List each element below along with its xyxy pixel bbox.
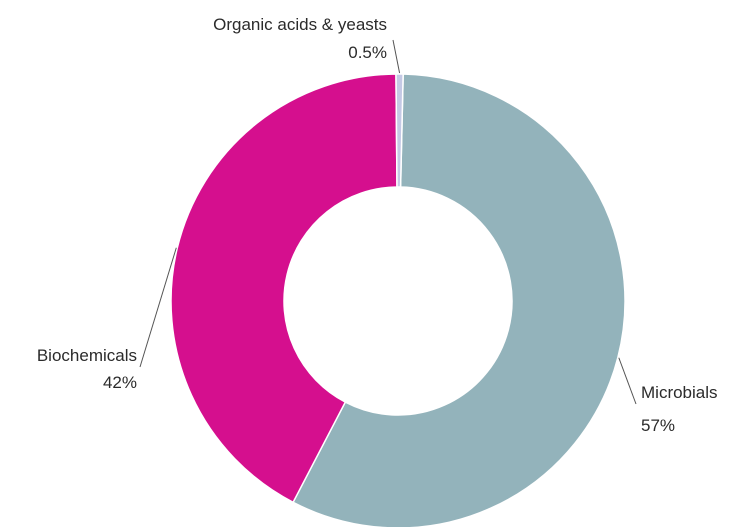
- leader-line-biochemicals: [139, 247, 177, 368]
- leader-line-microbials: [618, 357, 637, 405]
- value-label-biochemicals: 42%: [103, 373, 137, 392]
- donut-slices: [170, 73, 626, 527]
- slice-biochemicals: [170, 73, 398, 504]
- slice-organic-acids-yeasts: [395, 73, 404, 188]
- slice-label-biochemicals: Biochemicals 42%: [37, 346, 137, 392]
- leader-lines: [139, 39, 637, 405]
- slice-label-organic-acids: Organic acids & yeasts 0.5%: [213, 15, 387, 62]
- category-label-biochemicals: Biochemicals: [37, 346, 137, 365]
- value-label-microbials: 57%: [641, 416, 675, 435]
- leader-line-organic-acids-yeasts: [392, 39, 401, 74]
- category-label-microbials: Microbials: [641, 383, 718, 402]
- value-label-organic-acids: 0.5%: [348, 43, 387, 62]
- category-label-organic-acids: Organic acids & yeasts: [213, 15, 387, 34]
- slice-label-microbials: Microbials 57%: [641, 383, 718, 435]
- slice-microbials: [292, 73, 626, 527]
